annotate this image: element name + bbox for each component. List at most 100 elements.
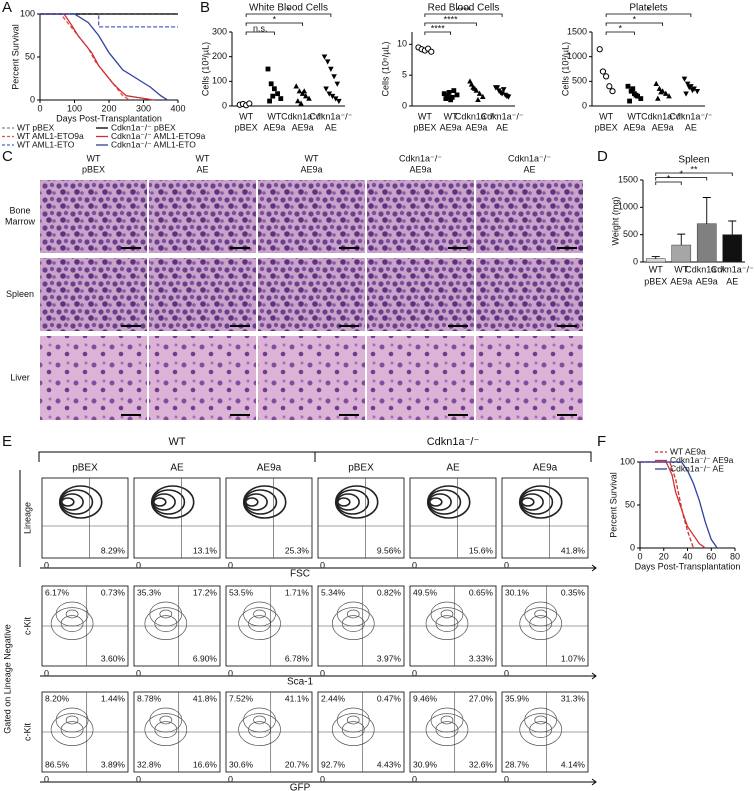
data-point [296,88,303,94]
bar [671,244,692,263]
data-point [246,100,253,107]
data-point [324,59,331,65]
data-point [479,93,486,99]
contour [242,485,287,519]
data-point [497,90,504,96]
data-point [303,93,309,99]
significance-bracket [424,31,452,35]
survival-curve [40,13,178,28]
gate-percent: 49.5% [413,587,438,597]
data-point [658,89,664,95]
contour [144,607,188,640]
significance-label: **** [456,5,471,15]
panel-label: D [597,148,608,165]
data-point [686,85,693,91]
bar [722,234,743,263]
contour [331,713,375,746]
x-axis-label: FSC [290,569,310,580]
x-tick-label: WT [649,264,663,274]
gate-percent: 0.82% [377,587,402,597]
gate-percent: 1.71% [285,587,310,597]
x-tick-label: 80 [730,551,740,561]
data-point [443,96,449,101]
gate-percent: 0.65% [469,587,494,597]
column-header: pBEX [72,463,98,474]
contour [440,609,454,619]
column-header: pBEX [348,463,374,474]
histology-image [258,258,365,331]
gate-percent: 86.5% [45,759,70,769]
x-tick-label: Cdkn1a⁻/⁻ [455,111,498,121]
gate-percent: 32.8% [137,759,162,769]
gate-percent: 13.1% [193,545,218,555]
gate-percent: 35.3% [137,587,162,597]
axis-zero: 0 [504,560,509,570]
plot-title: Red Blood Cells [428,3,500,14]
contour [334,485,379,519]
group-bracket [314,451,592,462]
contour [518,485,563,519]
x-tick-label: 200 [101,103,116,113]
data-point [494,85,501,91]
x-tick-label: 400 [170,103,185,113]
contour [435,615,459,632]
bar [696,223,717,263]
x-axis-label: Days Post-Transplantation [635,561,741,571]
y-tick-label: 1000 [567,51,587,61]
column-header: AE9a [533,463,558,474]
gate-percent: 20.7% [285,759,310,769]
data-point [689,88,696,94]
significance-bracket [605,22,664,26]
histology-image [258,336,365,420]
survival-curve [40,13,154,101]
y-axis-label: Percent Survival [10,24,20,90]
panel-label: A [2,0,12,16]
column-header: AE9a [257,463,282,474]
contour [425,713,469,746]
legend-label: WT pBEX [17,122,54,132]
y-tick-label: 500 [623,229,638,239]
data-point [271,86,277,92]
axis-zero: 0 [44,560,49,570]
x-tick-label: AE9a [465,122,487,132]
gate-percent: 3.33% [469,653,494,663]
data-point [268,81,274,87]
column-header: pBEX [82,164,105,174]
significance-label: ** [690,164,698,174]
axis-zero: 0 [412,560,417,570]
contour [60,615,84,632]
contour [440,715,454,725]
gate-percent: 28.7% [505,759,530,769]
data-point [630,86,636,92]
x-tick-label: WT [239,111,253,121]
contour [435,721,459,738]
data-point [331,74,337,80]
data-point [301,88,308,94]
contour [238,713,281,746]
contour [50,713,94,746]
y-tick-label: 0 [30,94,35,104]
contour [425,607,469,640]
axis-zero: 0 [136,668,141,678]
data-point [446,90,452,95]
survival-curve [40,13,131,101]
x-tick-label: 0 [637,551,642,561]
side-label: Gated on Lineage Negative [2,624,12,734]
x-tick-label: AE [685,122,697,132]
x-tick-label: AE [726,276,738,286]
y-axis-label: Cells (10³/µL) [560,42,570,96]
significance-label: * [273,14,277,24]
gate-percent: 32.6% [469,759,494,769]
data-point [295,98,301,104]
x-tick-label: AE9a [263,122,285,132]
contour [331,607,375,640]
y-axis-label: Weight (mg) [610,197,620,246]
gate-percent: 92.7% [321,759,346,769]
arrow [40,564,597,572]
contour [50,607,94,640]
y-tick-label: 5 [402,70,407,80]
column-header: AE9a [409,164,431,174]
x-tick-label: WT [444,111,458,121]
gate-percent: 7.52% [229,693,254,703]
axis-zero: 0 [228,774,233,784]
